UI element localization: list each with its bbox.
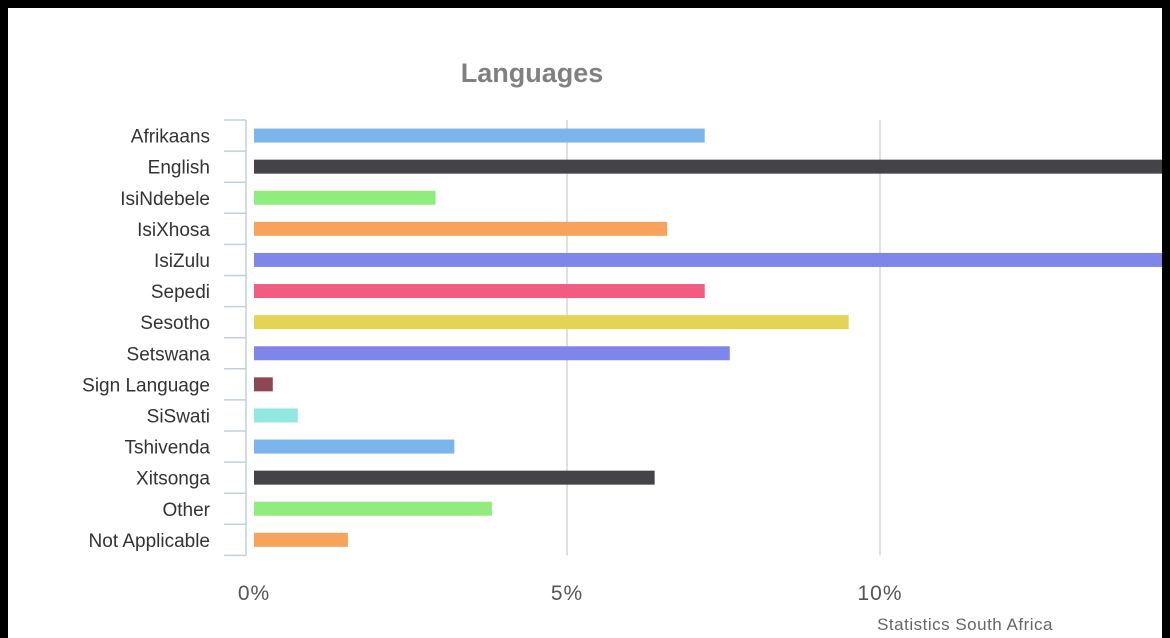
bar-isizulu — [254, 252, 1162, 267]
category-label: Not Applicable — [89, 531, 210, 552]
bar-sesotho — [254, 315, 849, 330]
bar-english — [254, 159, 1162, 174]
x-tick-label: 0% — [238, 582, 270, 605]
category-label: Setswana — [127, 344, 211, 365]
bar-not-applicable — [254, 532, 348, 547]
bar-tshivenda — [254, 439, 455, 454]
category-labels: Afrikaans English IsiNdebele IsiXhosa IsiZul… — [82, 127, 211, 552]
category-label: Sign Language — [82, 375, 210, 396]
category-label: IsiNdebele — [120, 189, 210, 210]
bar-isixhosa — [254, 221, 668, 236]
category-label: Other — [162, 500, 210, 521]
bars — [254, 128, 1162, 547]
bar-setswana — [254, 346, 730, 361]
gridlines — [566, 120, 881, 556]
chart-title: Languages — [461, 58, 604, 88]
category-axis — [224, 119, 247, 557]
bar-other — [254, 501, 492, 516]
chart-panel: Languages Afrikaans English IsiNdebele IsiX… — [8, 8, 1162, 638]
category-label: Sepedi — [151, 282, 210, 303]
bar-isindebele — [254, 190, 436, 205]
bar-sepedi — [254, 284, 705, 299]
bar-chart: Languages Afrikaans English IsiNdebele IsiX… — [82, 58, 1162, 634]
category-label: Xitsonga — [136, 469, 210, 490]
x-tick-labels: 0%5%10%15%20%25% — [238, 582, 902, 605]
category-label: English — [148, 158, 210, 179]
category-label: IsiZulu — [154, 251, 210, 272]
category-label: Tshivenda — [124, 438, 210, 459]
bar-sign-language — [254, 377, 273, 392]
category-label: Afrikaans — [131, 127, 210, 148]
x-tick-label: 5% — [551, 582, 583, 605]
x-tick-label: 10% — [857, 582, 902, 605]
category-label: Sesotho — [140, 313, 210, 334]
chart-credit: Statistics South Africa — [877, 615, 1053, 634]
bar-afrikaans — [254, 128, 705, 143]
bar-xitsonga — [254, 470, 655, 485]
bar-siswati — [254, 408, 298, 423]
category-label: IsiXhosa — [137, 220, 210, 241]
category-label: SiSwati — [147, 406, 210, 427]
